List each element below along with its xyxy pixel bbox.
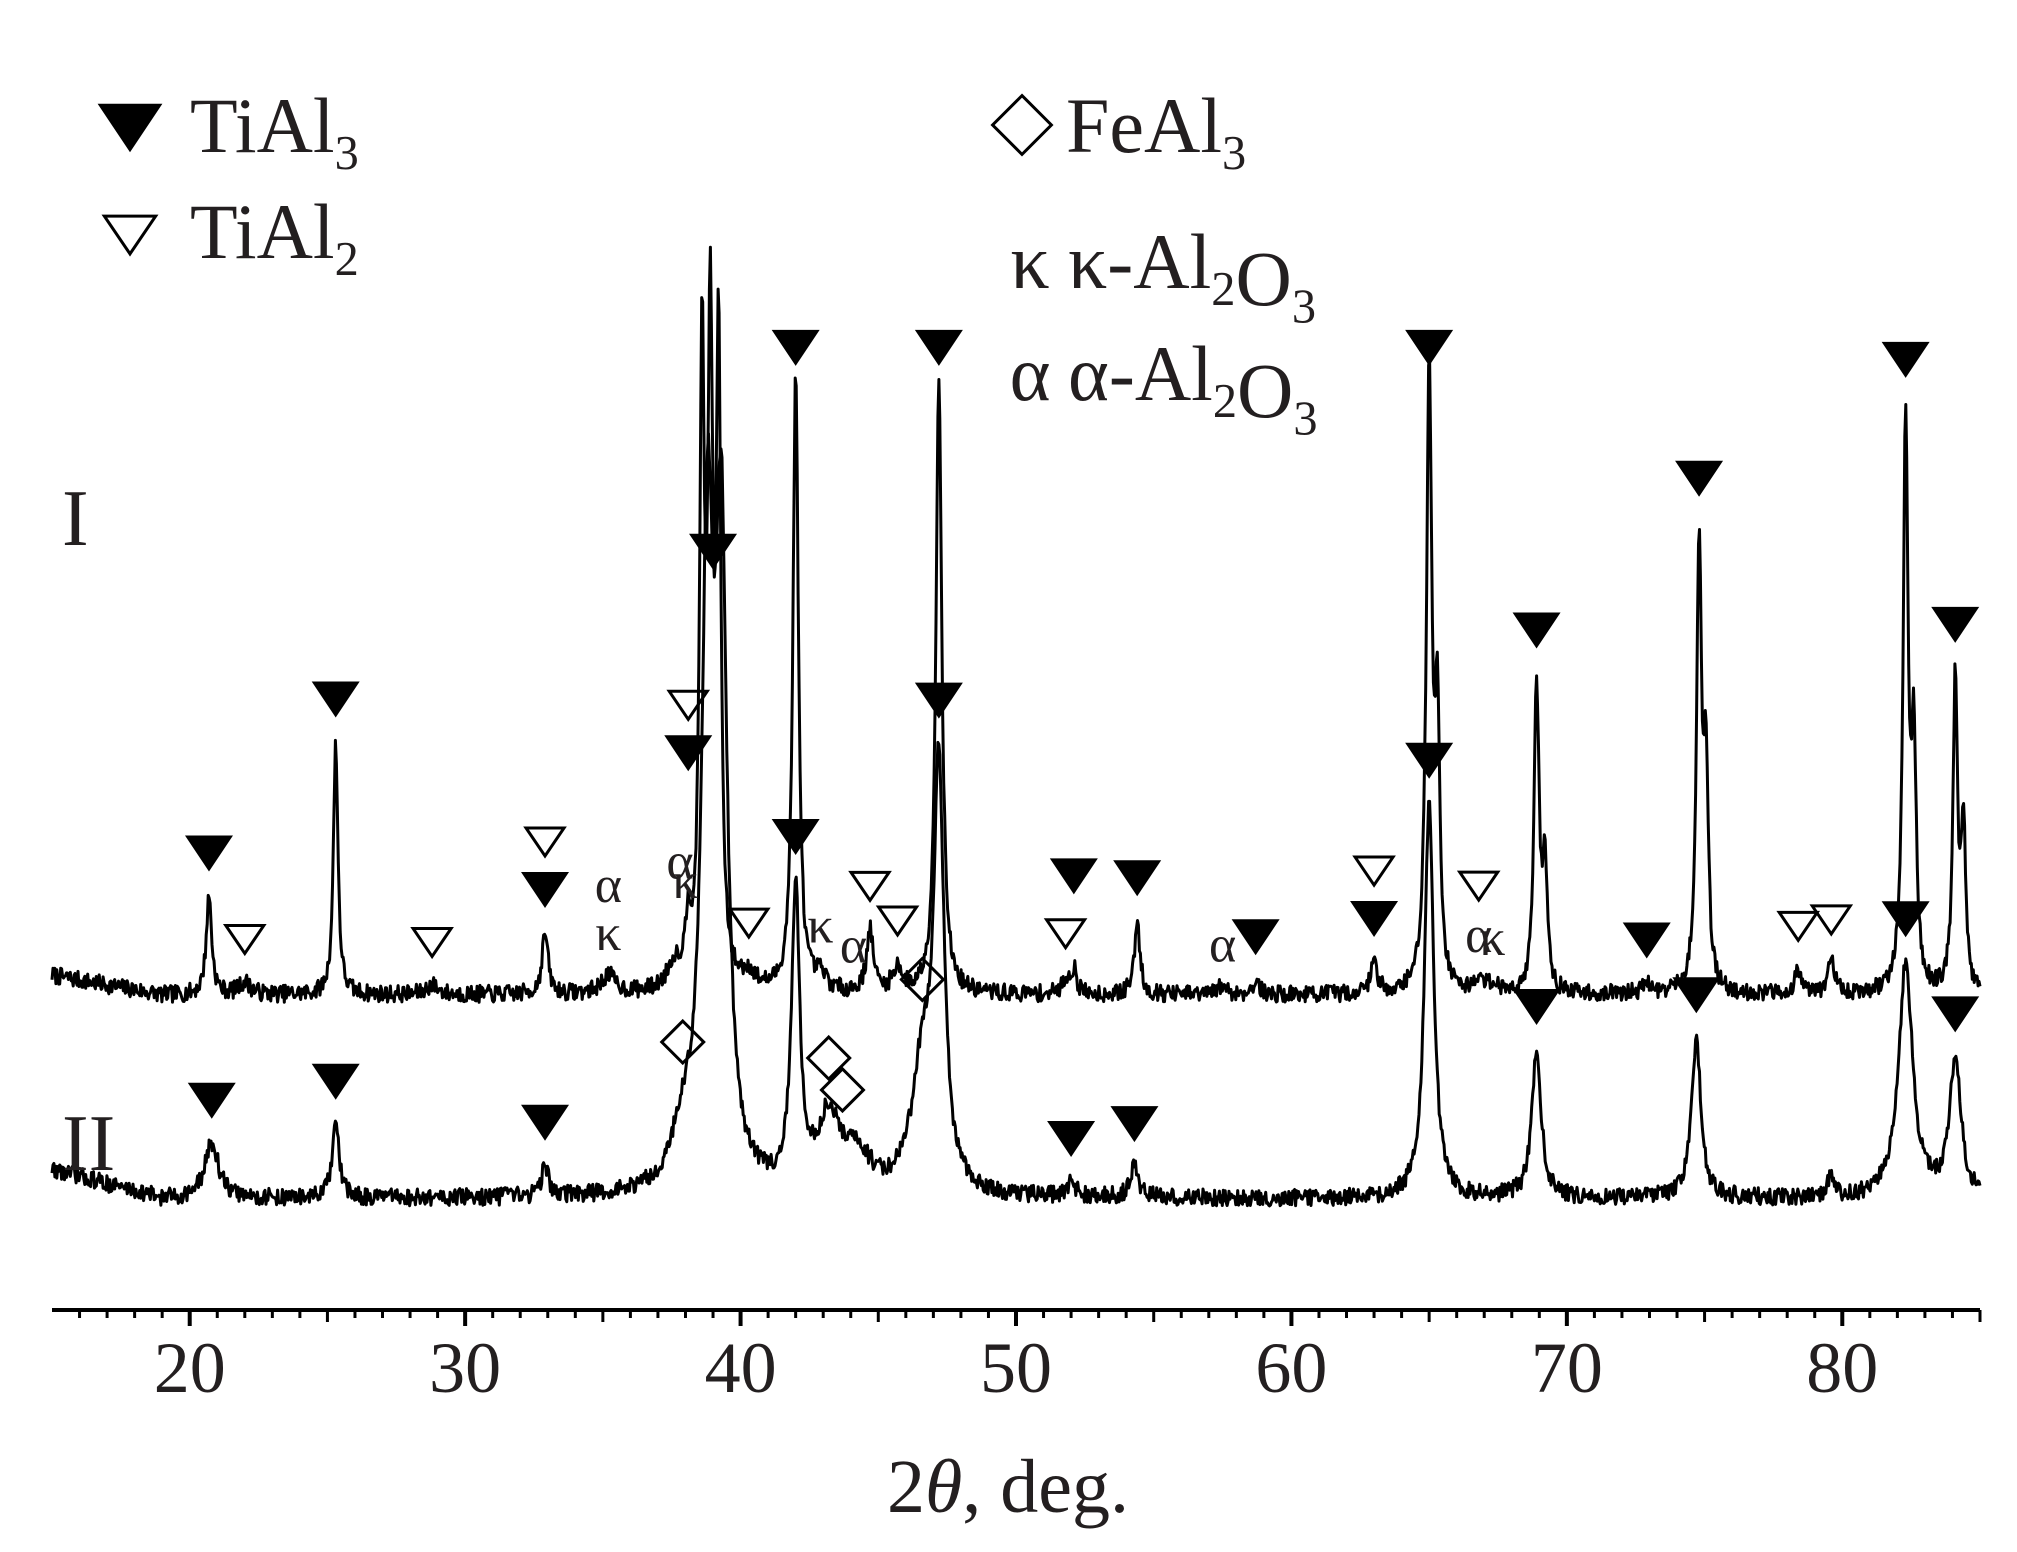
tick-label: 30 — [429, 1328, 501, 1408]
kappa-marker: κ — [1479, 910, 1505, 967]
tial2-marker — [1456, 870, 1501, 903]
feal3-marker — [990, 93, 1054, 157]
tial3-marker — [1512, 612, 1561, 649]
series-label: II — [62, 1100, 115, 1188]
tial2-marker — [848, 870, 892, 904]
feal3-marker — [659, 1018, 706, 1066]
tial2-marker — [727, 907, 771, 940]
legend-label: κ-Al2O3 — [1068, 218, 1316, 333]
x-axis: 20 30 40 50 60 70 80 — [52, 1308, 1982, 1408]
tick-label: 60 — [1255, 1328, 1327, 1408]
legend-label: α-Al2O3 — [1068, 330, 1318, 445]
alpha-marker: α — [840, 917, 867, 974]
tial3-marker — [1672, 977, 1721, 1014]
tial3-marker — [914, 329, 963, 366]
tial3-marker — [1047, 1120, 1096, 1157]
feal3-marker — [805, 1034, 852, 1082]
tial3-marker — [914, 682, 963, 719]
tial3-marker — [521, 1104, 570, 1141]
tial3-marker — [1405, 742, 1454, 779]
x-axis-label-prefix: 2 — [887, 1445, 925, 1529]
tial3-marker — [1231, 919, 1280, 956]
tial2-marker — [1809, 904, 1854, 937]
tial2-marker — [410, 926, 454, 960]
tial3-marker — [1931, 996, 1980, 1033]
tick-label: 20 — [154, 1328, 226, 1408]
tial3-marker — [1405, 329, 1454, 366]
tial3-marker — [521, 871, 570, 908]
feal3-marker — [899, 956, 946, 1003]
tial2-marker — [1043, 918, 1088, 951]
tial3-marker — [1675, 460, 1724, 497]
series-labels: III — [62, 475, 115, 1188]
tial3-marker — [311, 681, 360, 718]
tial2-marker — [101, 214, 159, 257]
legend-label: TiAl3 — [190, 82, 359, 180]
tial2-marker — [222, 923, 267, 957]
tial3-marker — [1881, 901, 1930, 938]
tial2-marker — [1352, 855, 1396, 888]
peak-markers: κα κακ α α ακ — [184, 329, 1980, 1157]
tial3-marker — [311, 1063, 360, 1100]
legend-label: FeAl3 — [1066, 82, 1246, 180]
tial2-marker — [523, 826, 567, 859]
tial3-marker — [1049, 858, 1098, 895]
tial2-marker — [1776, 910, 1821, 944]
tick-label: 50 — [980, 1328, 1052, 1408]
kappa-marker: κ — [807, 898, 833, 955]
tial3-marker — [771, 329, 820, 366]
tial3-marker — [1110, 1106, 1159, 1143]
legend-entry: TiAl2 — [101, 188, 359, 286]
tial3-marker — [664, 735, 713, 772]
tial3-marker — [1113, 860, 1162, 897]
tial3-marker — [689, 533, 738, 570]
tial3-marker — [1881, 341, 1930, 378]
legend-glyph: α — [1010, 330, 1051, 417]
alpha-marker: α — [1465, 907, 1492, 964]
trace-I — [50, 245, 1982, 1004]
tick-label: 40 — [705, 1328, 777, 1408]
tial2-marker — [666, 689, 711, 722]
legend-entry: κ κ-Al2O3 — [1010, 218, 1316, 333]
feal3-marker — [819, 1066, 866, 1114]
legend-entry: FeAl3 — [990, 82, 1246, 180]
legend-entry: α α-Al2O3 — [1010, 330, 1318, 445]
alpha-marker: α — [666, 833, 693, 890]
legend-glyph: κ — [1010, 218, 1049, 305]
legend-entry: TiAl3 — [97, 82, 359, 180]
tial3-marker — [184, 835, 233, 872]
tial3-marker — [1622, 922, 1671, 959]
tick-label: 70 — [1531, 1328, 1603, 1408]
x-axis-label: 2θ, deg. — [887, 1445, 1129, 1529]
tial2-marker — [875, 905, 920, 938]
x-axis-label-symbol: θ — [925, 1445, 962, 1529]
trace-II — [50, 432, 1982, 1208]
tick-label: 80 — [1806, 1328, 1878, 1408]
tial3-marker — [1931, 606, 1980, 643]
alpha-marker: α — [1209, 917, 1236, 974]
series-label: I — [62, 475, 89, 563]
tial3-marker — [97, 103, 163, 153]
tial3-marker — [771, 819, 820, 856]
kappa-marker: κ — [595, 905, 621, 962]
kappa-marker: κ — [672, 853, 698, 910]
alpha-marker: α — [595, 857, 622, 914]
xrd-traces — [50, 245, 1982, 1208]
tial3-marker — [187, 1082, 236, 1119]
legend-label: TiAl2 — [190, 188, 359, 286]
tial3-marker — [1350, 901, 1399, 938]
tial3-marker — [1512, 989, 1561, 1026]
x-axis-label-suffix: , deg. — [962, 1445, 1129, 1529]
